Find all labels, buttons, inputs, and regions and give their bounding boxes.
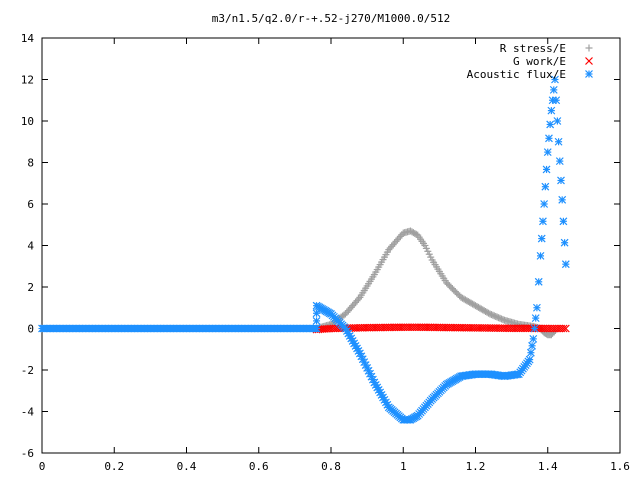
legend-marker <box>585 70 593 78</box>
data-point <box>539 217 547 226</box>
data-point <box>560 238 569 247</box>
x-tick-label: 1.2 <box>466 460 486 473</box>
y-tick-label: 4 <box>27 240 34 253</box>
y-tick-label: 10 <box>21 115 34 128</box>
legend-label: G work/E <box>513 55 566 68</box>
data-point <box>561 260 570 269</box>
legend-marker <box>585 57 593 65</box>
y-tick-label: 6 <box>27 198 34 211</box>
data-point <box>534 277 543 286</box>
data-point <box>525 355 534 364</box>
axis-ticks: 0 0.2 0.4 0.6 0.8 1 1.2 1.4 1.6 -6 -4 -2 0 2 4 6 8 10 12 14 <box>21 32 630 473</box>
y-tick-label: 0 <box>27 323 34 336</box>
y-tick-label: 12 <box>21 74 34 87</box>
data-point <box>312 316 321 325</box>
x-tick-label: 1.4 <box>538 460 558 473</box>
x-tick-label: 0.6 <box>249 460 269 473</box>
data-marks <box>38 75 570 424</box>
series-2 <box>38 75 570 424</box>
legend-label: Acoustic flux/E <box>467 68 566 81</box>
data-point <box>526 348 535 357</box>
data-point <box>531 314 540 323</box>
data-point <box>536 251 545 260</box>
data-point <box>559 324 568 333</box>
data-point <box>546 120 555 129</box>
series-1 <box>312 323 570 334</box>
data-point <box>561 324 570 333</box>
data-point <box>312 324 321 333</box>
chart-title: m3/n1.5/q2.0/r-+.52-j270/M1000.0/512 <box>212 12 450 25</box>
y-tick-label: -4 <box>21 406 35 419</box>
x-tick-label: 0.8 <box>321 460 341 473</box>
legend-marker <box>585 44 593 52</box>
y-tick-label: 14 <box>21 32 35 45</box>
data-point <box>528 341 537 350</box>
data-point <box>530 324 539 333</box>
series-0 <box>313 227 559 339</box>
data-point <box>532 303 541 312</box>
x-tick-label: 1 <box>400 460 407 473</box>
x-tick-label: 1.6 <box>610 460 630 473</box>
y-tick-label: -2 <box>21 364 34 377</box>
data-point <box>537 234 546 243</box>
data-point <box>541 182 550 191</box>
data-point <box>542 165 551 174</box>
data-point <box>543 148 552 157</box>
data-point <box>547 106 556 115</box>
legend-label: R stress/E <box>500 42 566 55</box>
data-point <box>552 96 561 105</box>
data-point <box>558 195 567 204</box>
data-point <box>553 117 562 125</box>
y-tick-label: 8 <box>27 157 34 170</box>
x-tick-label: 0 <box>39 460 46 473</box>
data-point <box>557 176 565 185</box>
data-point <box>559 217 568 226</box>
plot-frame <box>41 37 621 454</box>
x-tick-label: 0.4 <box>177 460 197 473</box>
y-tick-label: -6 <box>21 447 34 460</box>
data-point <box>545 134 553 143</box>
y-tick-label: 2 <box>27 281 34 294</box>
data-point <box>529 334 538 343</box>
data-point <box>549 85 558 94</box>
data-point <box>551 75 559 84</box>
data-point <box>540 200 549 208</box>
data-point <box>354 295 362 303</box>
data-point <box>554 137 563 146</box>
x-tick-label: 0.2 <box>104 460 124 473</box>
data-point <box>555 157 564 166</box>
